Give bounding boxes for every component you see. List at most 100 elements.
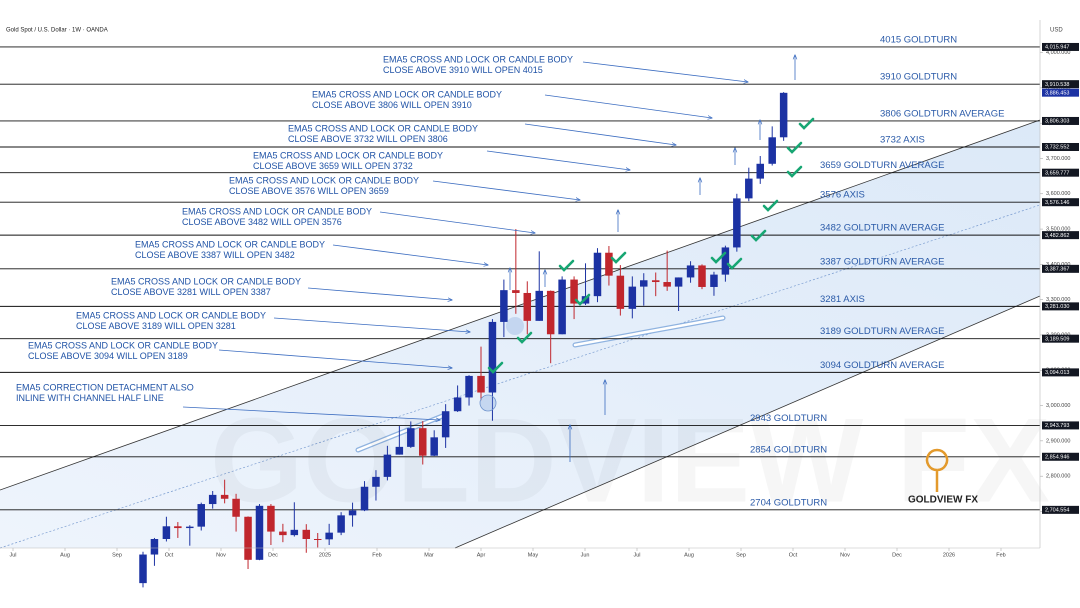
level-label: 3482 GOLDTURN AVERAGE — [820, 223, 944, 234]
x-tick-label: Sep — [736, 552, 746, 558]
candle-body — [500, 290, 508, 322]
x-tick-label: May — [528, 552, 539, 558]
price-tag-label: 2,943.793 — [1045, 423, 1069, 429]
candle-body — [721, 247, 730, 275]
channel-mid — [0, 204, 1041, 549]
price-tag — [1042, 264, 1079, 273]
logo-text: GOLDVIEW FX — [908, 495, 978, 506]
price-tag — [1042, 198, 1079, 207]
channel-fill — [0, 120, 1040, 548]
candle-body — [628, 286, 637, 309]
level-label: 4015 GOLDTURN — [880, 34, 957, 45]
channel-upper — [0, 119, 1041, 491]
level-label: 3806 GOLDTURN AVERAGE — [880, 108, 1004, 119]
check-mark — [574, 293, 591, 306]
x-tick-label: Dec — [268, 552, 278, 558]
plot: 2,700.0002,800.0002,900.0003,000.0003,10… — [0, 34, 1079, 588]
candle-body — [313, 538, 322, 540]
annotation: EMA5 CROSS AND LOCK OR CANDLE BODY — [253, 150, 443, 160]
price-tag — [1042, 302, 1079, 311]
candle-body — [419, 428, 427, 456]
candle-body — [663, 282, 671, 287]
logo-pin — [925, 448, 949, 492]
candle-body — [407, 428, 415, 447]
check-mark — [610, 251, 627, 264]
price-tag-label: 3,189.509 — [1045, 336, 1069, 342]
annotation: CLOSE ABOVE 3806 WILL OPEN 3910 — [312, 100, 472, 110]
candle-body — [186, 526, 194, 529]
annotation: EMA5 CROSS AND LOCK OR CANDLE BODY — [76, 310, 266, 320]
last-price-label: 3,886.453 — [1045, 90, 1069, 96]
check-mark — [558, 259, 575, 272]
candle-body — [756, 163, 764, 179]
candle-body — [441, 411, 450, 438]
last-price-marker — [1042, 88, 1079, 97]
level-label: 3659 GOLDTURN AVERAGE — [820, 160, 944, 171]
candle-body — [383, 454, 392, 477]
x-tick-label: Apr — [477, 552, 486, 558]
price-tag-label: 3,806.303 — [1045, 119, 1069, 125]
candle-body — [570, 279, 578, 304]
annotation: EMA5 CROSS AND LOCK OR CANDLE BODY — [135, 239, 325, 249]
annotation-arrow — [432, 180, 580, 200]
x-tick-label: Oct — [165, 552, 174, 558]
y-tick-label: 3,500.000 — [1046, 227, 1070, 233]
candle-body — [255, 505, 264, 560]
candle-body — [640, 280, 648, 287]
price-tag-label: 3,281.030 — [1045, 304, 1069, 310]
y-tick-label: 3,000.000 — [1046, 403, 1070, 409]
candle-body — [546, 290, 555, 335]
level-label: 3576 AXIS — [820, 190, 865, 201]
level-label: 2704 GOLDTURN — [750, 497, 827, 508]
price-tag-label: 3,094.013 — [1045, 370, 1069, 376]
level-label: 3732 AXIS — [880, 135, 925, 146]
candle-body — [430, 437, 438, 456]
annotation: CLOSE ABOVE 3281 WILL OPEN 3387 — [111, 287, 271, 297]
level-label: 2854 GOLDTURN — [750, 444, 827, 455]
level-label: 3189 GOLDTURN AVERAGE — [820, 326, 944, 337]
check-mark — [798, 117, 815, 130]
candle-body — [523, 292, 532, 321]
candle-body — [535, 290, 543, 321]
rail — [573, 316, 725, 347]
x-tick-label: Aug — [60, 552, 70, 558]
y-tick-label: 3,700.000 — [1046, 156, 1070, 162]
price-tag — [1042, 452, 1079, 461]
price-tag — [1042, 505, 1079, 514]
price-tag — [1042, 231, 1079, 240]
candle-body — [745, 178, 753, 199]
highlight-circle — [479, 394, 497, 412]
x-tick-label: Nov — [216, 552, 226, 558]
check-mark — [726, 257, 743, 270]
candle-body — [488, 321, 497, 393]
candle-body — [651, 280, 660, 283]
annotation: CLOSE ABOVE 3482 WILL OPEN 3576 — [182, 217, 342, 227]
price-tag-label: 3,387.367 — [1045, 267, 1069, 273]
candle-body — [779, 92, 788, 138]
annotation: CLOSE ABOVE 3189 WILL OPEN 3281 — [76, 321, 236, 331]
x-tick-label: Feb — [996, 552, 1005, 558]
y-axis-label: USD — [1050, 28, 1063, 34]
x-tick-label: Nov — [840, 552, 850, 558]
annotation-arrow — [218, 349, 452, 368]
annotation: EMA5 CORRECTION DETACHMENT ALSO — [16, 382, 194, 392]
annotation-arrow — [544, 94, 712, 118]
y-tick-label: 3,900.000 — [1046, 85, 1070, 91]
x-tick-label: Feb — [372, 552, 381, 558]
check-mark — [786, 165, 803, 178]
x-tick-label: Oct — [789, 552, 798, 558]
annotation: EMA5 CROSS AND LOCK OR CANDLE BODY — [383, 54, 573, 64]
annotation-arrow — [273, 317, 470, 332]
x-tick-label: Jun — [581, 552, 590, 558]
price-tag — [1042, 368, 1079, 377]
check-mark — [762, 199, 779, 212]
candle-body — [768, 137, 776, 164]
candle-body — [232, 498, 240, 517]
x-tick-label: 2025 — [319, 552, 331, 558]
x-tick-label: Jul — [9, 552, 16, 558]
x-tick-label: Mar — [424, 552, 434, 558]
annotation-arrow — [379, 211, 535, 233]
candle-body — [686, 265, 695, 278]
candle-body — [244, 516, 252, 560]
